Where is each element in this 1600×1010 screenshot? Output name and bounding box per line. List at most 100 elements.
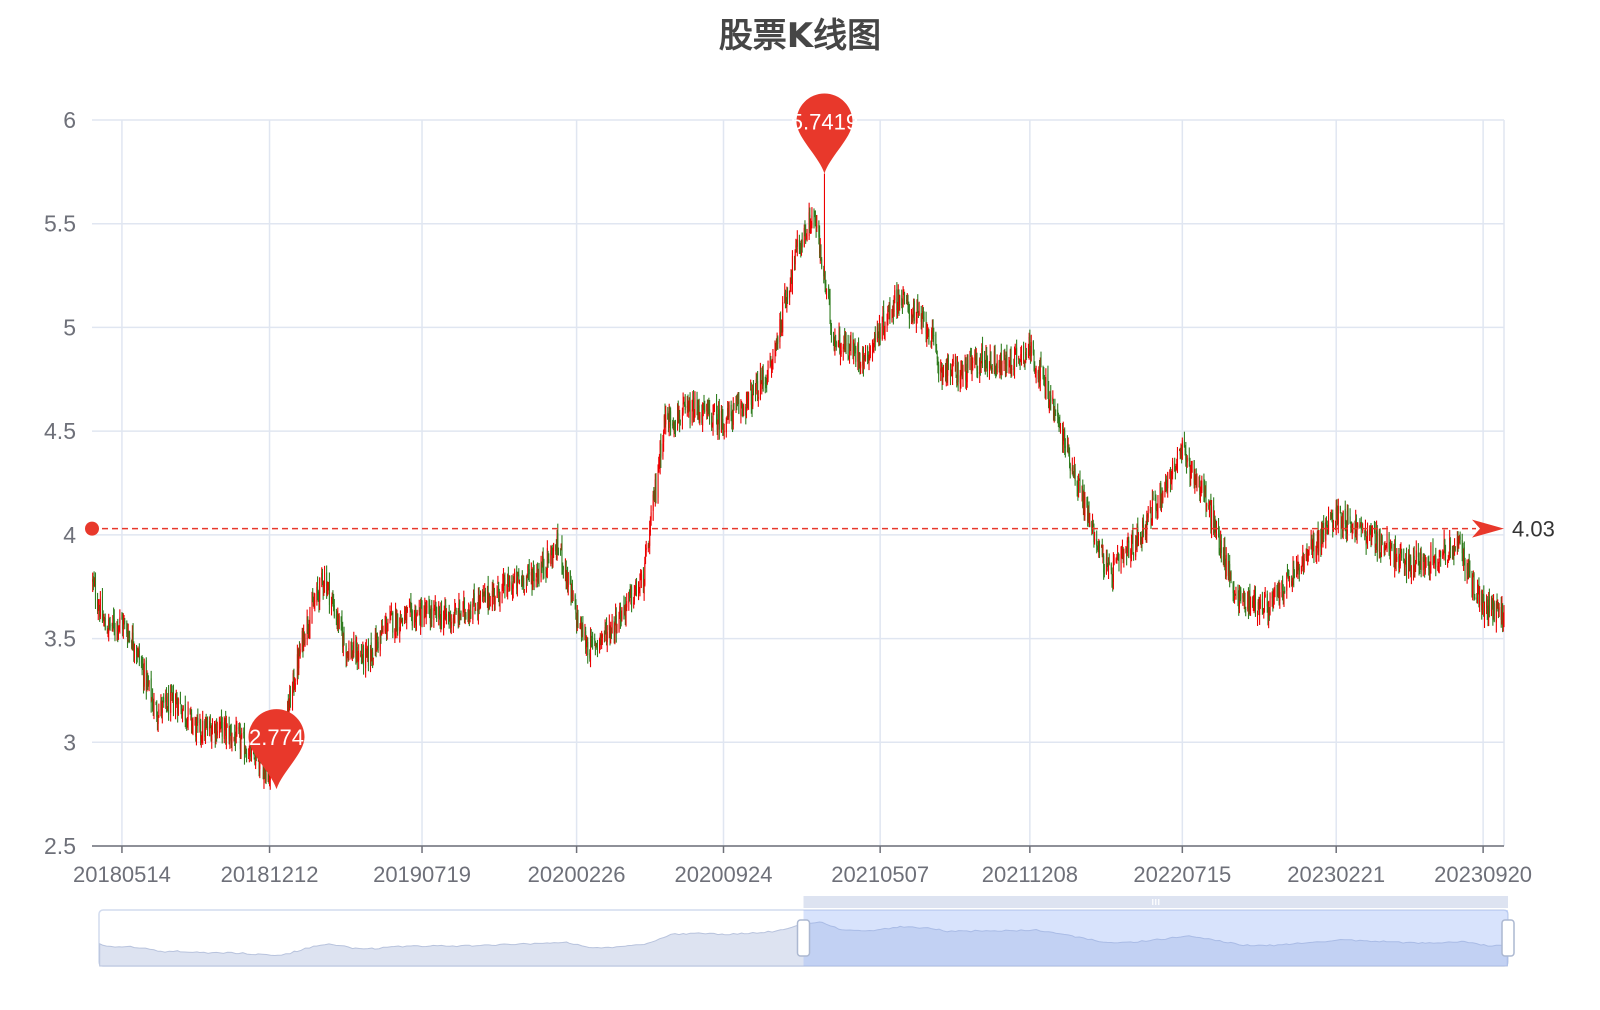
candle-body[interactable]: [489, 595, 491, 608]
candle-body[interactable]: [425, 607, 427, 618]
candle-body[interactable]: [674, 426, 676, 428]
candle-body[interactable]: [910, 315, 912, 317]
candle-body[interactable]: [1378, 531, 1380, 552]
candle-body[interactable]: [462, 602, 464, 617]
candle-body[interactable]: [1360, 524, 1362, 526]
candle-body[interactable]: [496, 586, 498, 599]
candle-body[interactable]: [865, 346, 867, 359]
candle-body[interactable]: [804, 226, 806, 236]
candle-body[interactable]: [1014, 354, 1016, 372]
candle-body[interactable]: [658, 466, 660, 473]
candle-body[interactable]: [576, 612, 578, 628]
candle-body[interactable]: [980, 361, 982, 367]
candle-body[interactable]: [974, 354, 976, 361]
candle-body[interactable]: [226, 725, 228, 727]
candle-body[interactable]: [1415, 563, 1417, 569]
candle-body[interactable]: [411, 611, 413, 626]
candle-body[interactable]: [945, 366, 947, 383]
candle-body[interactable]: [756, 379, 758, 381]
candle-body[interactable]: [1218, 533, 1220, 554]
candle-body[interactable]: [297, 656, 299, 670]
candle-body[interactable]: [1201, 481, 1203, 491]
candle-body[interactable]: [1121, 546, 1123, 553]
candle-body[interactable]: [536, 572, 538, 578]
candle-body[interactable]: [1105, 557, 1107, 574]
candle-body[interactable]: [307, 619, 309, 629]
candle-body[interactable]: [855, 347, 857, 362]
candle-body[interactable]: [319, 577, 321, 602]
candle-body[interactable]: [889, 302, 891, 321]
candle-body[interactable]: [493, 588, 495, 596]
candle-body[interactable]: [623, 604, 625, 610]
candle-body[interactable]: [507, 575, 509, 592]
candle-body[interactable]: [874, 333, 876, 342]
candle-body[interactable]: [1229, 563, 1231, 578]
candle-body[interactable]: [784, 294, 786, 302]
candle-body[interactable]: [390, 613, 392, 615]
candle-body[interactable]: [372, 652, 374, 661]
candle-body[interactable]: [614, 623, 616, 635]
candle-body[interactable]: [830, 320, 832, 327]
candle-body[interactable]: [435, 608, 437, 610]
candle-body[interactable]: [860, 364, 862, 368]
candle-body[interactable]: [1083, 494, 1085, 515]
candle-body[interactable]: [192, 723, 194, 727]
candle-body[interactable]: [352, 651, 354, 656]
candle-body[interactable]: [693, 413, 695, 421]
candle-body[interactable]: [1500, 606, 1502, 620]
candle-body[interactable]: [823, 268, 825, 277]
candle-body[interactable]: [1258, 602, 1260, 612]
candle-body[interactable]: [322, 582, 324, 590]
candle-body[interactable]: [957, 362, 959, 382]
candle-body[interactable]: [1311, 538, 1313, 550]
candle-body[interactable]: [1160, 483, 1162, 506]
candle-body[interactable]: [543, 568, 545, 571]
candle-body[interactable]: [1096, 546, 1098, 549]
candle-body[interactable]: [1312, 538, 1314, 546]
candle-body[interactable]: [477, 608, 479, 612]
candle-body[interactable]: [935, 333, 937, 347]
candle-body[interactable]: [299, 649, 301, 655]
candle-body[interactable]: [702, 404, 704, 408]
candle-body[interactable]: [839, 334, 841, 353]
candle-body[interactable]: [1169, 470, 1171, 472]
candle-body[interactable]: [1077, 484, 1079, 492]
candle-body[interactable]: [1398, 555, 1400, 568]
candle-body[interactable]: [512, 585, 514, 592]
candle-body[interactable]: [191, 723, 193, 728]
candle-body[interactable]: [869, 346, 871, 356]
candle-body[interactable]: [1337, 505, 1339, 524]
candle-body[interactable]: [140, 660, 142, 664]
candle-body[interactable]: [438, 604, 440, 618]
candle-body[interactable]: [1102, 553, 1104, 557]
candle-body[interactable]: [808, 212, 810, 237]
candle-body[interactable]: [1108, 564, 1110, 570]
candle-body[interactable]: [682, 402, 684, 413]
candle-body[interactable]: [786, 290, 788, 307]
candle-body[interactable]: [1393, 551, 1395, 566]
candle-body[interactable]: [312, 596, 314, 602]
candle-body[interactable]: [844, 334, 846, 351]
candle-body[interactable]: [323, 585, 325, 589]
candle-body[interactable]: [327, 583, 329, 591]
candle-body[interactable]: [615, 614, 617, 633]
candle-body[interactable]: [1321, 523, 1323, 544]
candle-body[interactable]: [601, 634, 603, 639]
candle-body[interactable]: [970, 353, 972, 357]
candle-body[interactable]: [194, 720, 196, 722]
candle-body[interactable]: [1140, 539, 1142, 545]
candle-body[interactable]: [404, 614, 406, 624]
candle-body[interactable]: [1425, 557, 1427, 559]
candle-body[interactable]: [1249, 591, 1251, 610]
candle-body[interactable]: [374, 634, 376, 656]
candle-body[interactable]: [1237, 590, 1239, 598]
candle-body[interactable]: [1115, 559, 1117, 562]
candle-body[interactable]: [806, 235, 808, 241]
candle-body[interactable]: [357, 659, 359, 662]
candle-body[interactable]: [482, 591, 484, 597]
candle-body[interactable]: [129, 637, 131, 639]
candle-body[interactable]: [864, 356, 866, 360]
candle-body[interactable]: [1004, 354, 1006, 360]
candle-body[interactable]: [640, 571, 642, 580]
candle-body[interactable]: [127, 631, 129, 639]
